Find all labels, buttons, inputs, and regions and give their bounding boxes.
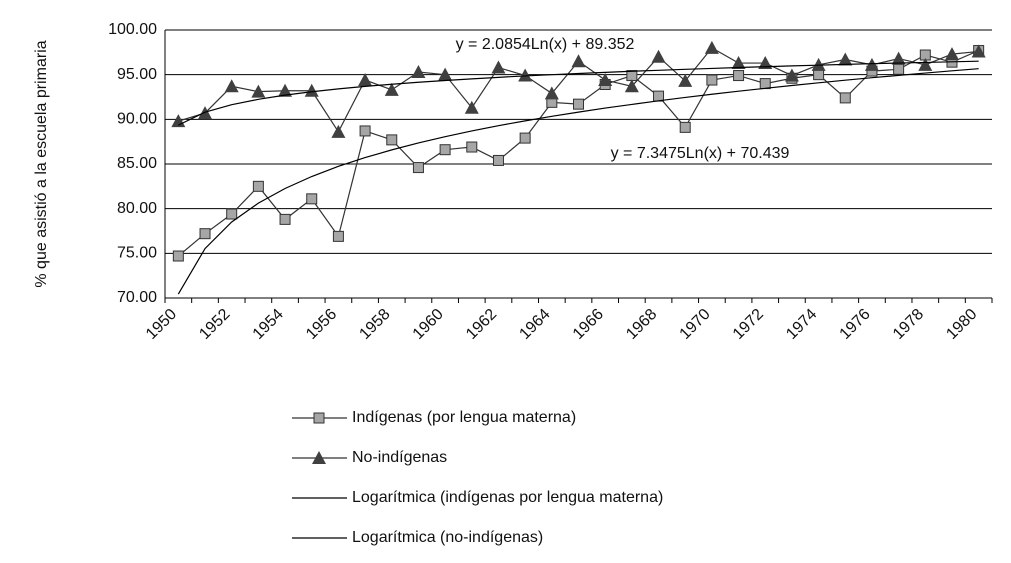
point-marker [731, 56, 746, 70]
x-tick-label: 1970 [677, 306, 714, 343]
y-tick-label: 85.00 [117, 155, 157, 172]
y-tick-label: 70.00 [117, 289, 157, 306]
point-marker [624, 79, 639, 93]
point-marker [651, 49, 666, 63]
point-marker [251, 84, 266, 98]
point-marker [733, 70, 745, 82]
y-tick-label: 95.00 [117, 66, 157, 83]
point-marker [464, 100, 479, 114]
point-marker [439, 144, 451, 156]
point-marker [971, 44, 986, 58]
point-marker [358, 73, 373, 87]
y-tick-label: 90.00 [117, 111, 157, 128]
legend-marker [312, 451, 326, 464]
x-tick-label: 1972 [730, 306, 767, 343]
x-tick-label: 1952 [196, 306, 233, 343]
point-marker [811, 57, 826, 71]
trend-equation: y = 7.3475Ln(x) + 70.439 [611, 145, 790, 162]
x-tick-label: 1976 [837, 306, 874, 343]
point-marker [653, 90, 665, 102]
point-marker [704, 40, 719, 54]
point-marker [359, 125, 371, 137]
point-marker [626, 70, 638, 82]
point-marker [598, 73, 613, 87]
x-tick-label: 1960 [410, 306, 447, 343]
point-marker [838, 52, 853, 66]
x-tick-label: 1964 [516, 306, 553, 343]
y-tick-label: 75.00 [117, 245, 157, 262]
point-marker [199, 228, 211, 240]
y-tick-label: 100.00 [108, 21, 157, 38]
point-marker [918, 57, 933, 71]
point-marker [678, 73, 693, 87]
point-marker [679, 121, 691, 133]
x-tick-label: 1962 [463, 306, 500, 343]
x-tick-label: 1980 [943, 306, 980, 343]
point-marker [411, 64, 426, 78]
point-marker [278, 83, 293, 97]
point-marker [252, 180, 264, 192]
legend-label: No-indígenas [352, 449, 447, 466]
point-marker [813, 69, 825, 81]
point-marker [306, 193, 318, 205]
x-tick-label: 1954 [250, 306, 287, 343]
x-tick-label: 1950 [143, 306, 180, 343]
point-marker [224, 79, 239, 93]
point-marker [893, 63, 905, 75]
x-tick-label: 1978 [890, 306, 927, 343]
point-marker [279, 213, 291, 225]
point-marker [544, 86, 559, 100]
trend-equation: y = 2.0854Ln(x) + 89.352 [456, 36, 635, 53]
point-marker [438, 67, 453, 81]
trend-line [177, 68, 979, 295]
point-marker [573, 98, 584, 110]
x-tick-label: 1958 [356, 306, 393, 343]
point-marker [172, 250, 184, 262]
point-marker [839, 92, 851, 104]
point-marker [518, 68, 533, 82]
y-tick-label: 80.00 [117, 200, 157, 217]
point-marker [784, 68, 799, 82]
x-tick-label: 1974 [783, 306, 820, 343]
trend-line [178, 60, 979, 126]
legend-label: Indígenas (por lengua materna) [352, 409, 576, 426]
point-marker [226, 208, 238, 220]
point-marker [944, 47, 959, 61]
y-axis-label: % que asistió a la escuela primaria [33, 40, 50, 287]
point-marker [412, 162, 424, 174]
point-marker [171, 114, 186, 128]
point-marker [466, 141, 478, 153]
legend-marker [313, 412, 325, 424]
x-tick-label: 1968 [623, 306, 660, 343]
point-marker [864, 57, 879, 71]
x-tick-label: 1956 [303, 306, 340, 343]
point-marker [386, 134, 398, 146]
point-marker [758, 56, 773, 70]
point-marker [891, 51, 906, 65]
point-marker [384, 82, 399, 96]
point-marker [571, 54, 586, 68]
point-marker [759, 78, 771, 90]
point-marker [519, 132, 531, 144]
point-marker [492, 154, 504, 166]
data-line [177, 49, 979, 257]
point-marker [332, 230, 344, 242]
x-tick-label: 1966 [570, 306, 607, 343]
point-marker [304, 83, 319, 97]
legend-label: Logarítmica (indígenas por lengua matern… [352, 489, 663, 506]
legend-label: Logarítmica (no-indígenas) [352, 529, 543, 546]
point-marker [331, 124, 346, 138]
point-marker [491, 60, 506, 74]
point-marker [706, 74, 718, 86]
